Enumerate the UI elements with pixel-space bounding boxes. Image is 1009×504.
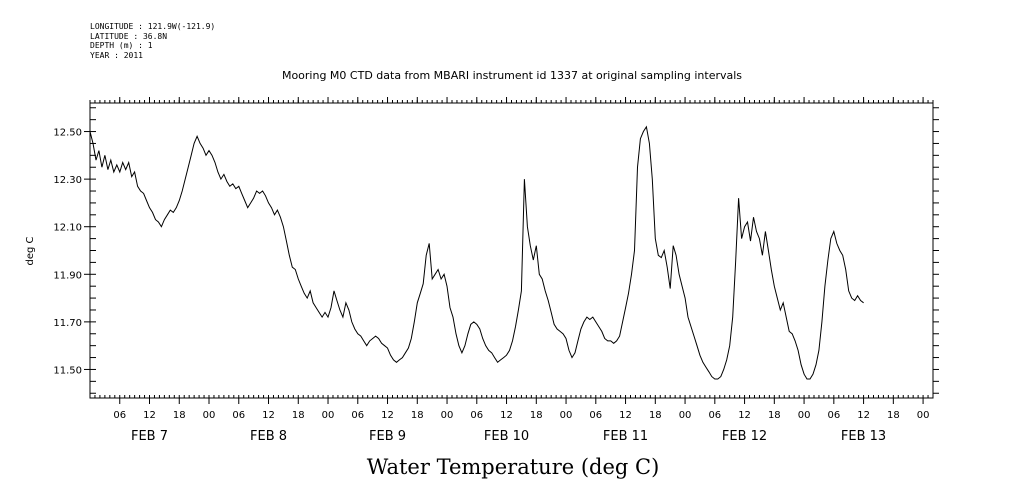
x-hour-label: 06: [113, 410, 126, 421]
y-tick-labels: 12.50 12.30 12.10 11.90 11.70 11.50: [53, 128, 82, 377]
year-label: YEAR : 2011: [90, 50, 143, 60]
y-tick-label: 12.50: [53, 128, 82, 139]
x-hour-label: 18: [768, 410, 781, 421]
x-hour-label: 18: [530, 410, 543, 421]
x-hour-label: 00: [441, 410, 454, 421]
y-axis-label: deg C: [25, 236, 36, 265]
x-hour-label: 12: [619, 410, 632, 421]
x-hour-label: 12: [262, 410, 275, 421]
chart-title: Mooring M0 CTD data from MBARI instrumen…: [282, 69, 742, 82]
axis-ticks: [84, 97, 939, 404]
y-tick-label: 12.30: [53, 175, 82, 186]
longitude-label: LONGITUDE : 121.9W(-121.9): [90, 22, 216, 31]
x-hour-label: 12: [738, 410, 751, 421]
x-date-label: FEB 9: [369, 429, 406, 444]
x-hour-label: 12: [857, 410, 870, 421]
y-tick-label: 12.10: [53, 223, 82, 234]
x-hour-label: 18: [649, 410, 662, 421]
chart-footer-title: Water Temperature (deg C): [367, 455, 660, 479]
y-tick-label: 11.50: [53, 365, 82, 376]
x-hour-label: 00: [560, 410, 573, 421]
x-hour-label: 18: [292, 410, 305, 421]
x-hour-label: 00: [679, 410, 692, 421]
x-date-labels: FEB 7 FEB 8 FEB 9 FEB 10 FEB 11 FEB 12 FEB 13: [131, 429, 886, 444]
x-date-label: FEB 7: [131, 429, 168, 444]
x-hour-label: 06: [827, 410, 840, 421]
location-metadata: LONGITUDE : 121.9W(-121.9) LATITUDE : 36…: [90, 22, 215, 60]
x-hour-tick-labels: 06 12 18 00 06 12 18 00 06 12 18 00 06 12 18 00 06 12 18 00…: [113, 410, 929, 421]
x-hour-label: 06: [708, 410, 721, 421]
y-tick-label: 11.70: [53, 318, 82, 329]
x-hour-label: 06: [351, 410, 364, 421]
x-date-label: FEB 13: [841, 429, 886, 444]
temperature-series-line: [89, 125, 864, 380]
plot-frame: [89, 102, 934, 399]
x-hour-label: 06: [589, 410, 602, 421]
x-date-label: FEB 11: [603, 429, 648, 444]
x-hour-label: 18: [173, 410, 186, 421]
x-hour-label: 12: [381, 410, 394, 421]
x-date-label: FEB 8: [250, 429, 287, 444]
x-hour-label: 00: [203, 410, 216, 421]
x-hour-label: 18: [411, 410, 424, 421]
depth-label: DEPTH (m) : 1: [90, 41, 153, 50]
x-hour-label: 00: [798, 410, 811, 421]
x-hour-label: 00: [322, 410, 335, 421]
x-hour-label: 12: [143, 410, 156, 421]
x-date-label: FEB 10: [484, 429, 529, 444]
x-date-label: FEB 12: [722, 429, 767, 444]
x-hour-label: 06: [232, 410, 245, 421]
latitude-label: LATITUDE : 36.8N: [90, 31, 168, 41]
y-tick-label: 11.90: [53, 270, 82, 281]
x-hour-label: 12: [500, 410, 513, 421]
x-hour-label: 06: [470, 410, 483, 421]
x-hour-label: 18: [887, 410, 900, 421]
x-hour-label: 00: [917, 410, 930, 421]
